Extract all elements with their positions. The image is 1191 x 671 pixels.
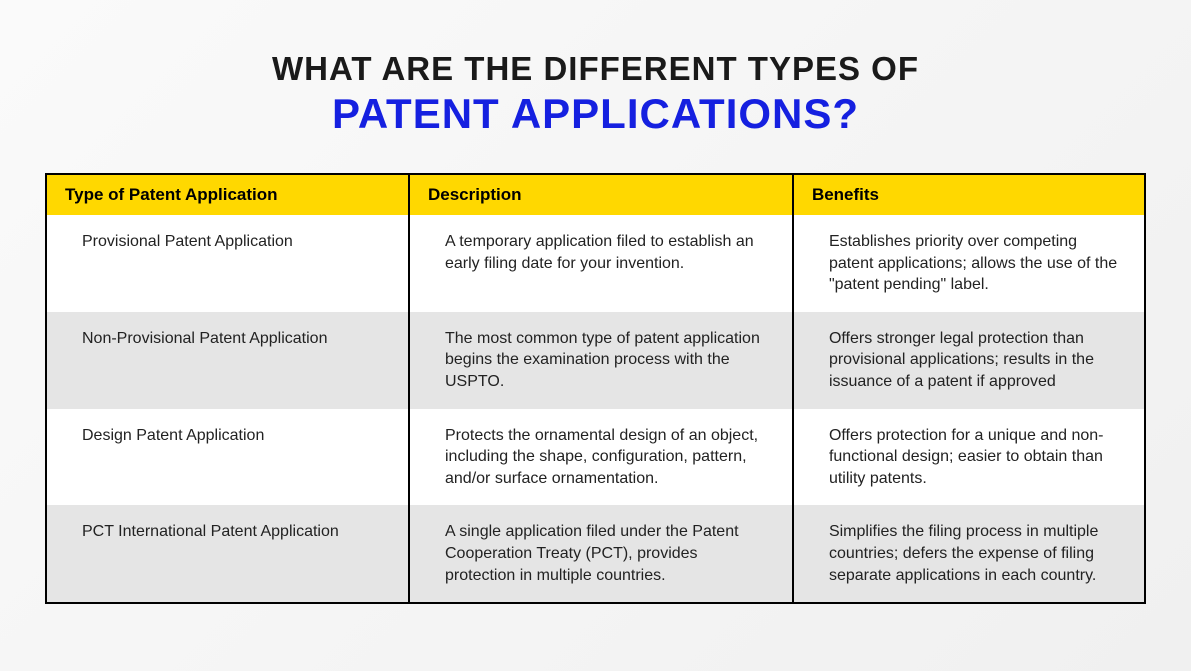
patent-types-table: Type of Patent Application Description B…	[45, 173, 1146, 604]
cell-benefits: Offers stronger legal protection than pr…	[793, 312, 1144, 409]
table-header-row: Type of Patent Application Description B…	[47, 175, 1144, 215]
cell-type: Non-Provisional Patent Application	[47, 312, 409, 409]
col-header-description: Description	[409, 175, 793, 215]
title-line2: PATENT APPLICATIONS?	[45, 90, 1146, 138]
col-header-type: Type of Patent Application	[47, 175, 409, 215]
table-row: Non-Provisional Patent Application The m…	[47, 312, 1144, 409]
cell-benefits: Offers protection for a unique and non-f…	[793, 409, 1144, 506]
cell-description: The most common type of patent applicati…	[409, 312, 793, 409]
cell-type: Provisional Patent Application	[47, 215, 409, 312]
cell-description: Protects the ornamental design of an obj…	[409, 409, 793, 506]
cell-type: Design Patent Application	[47, 409, 409, 506]
table-row: PCT International Patent Application A s…	[47, 505, 1144, 602]
title-line1: WHAT ARE THE DIFFERENT TYPES OF	[45, 50, 1146, 88]
cell-description: A single application filed under the Pat…	[409, 505, 793, 602]
cell-benefits: Simplifies the filing process in multipl…	[793, 505, 1144, 602]
title-block: WHAT ARE THE DIFFERENT TYPES OF PATENT A…	[45, 50, 1146, 138]
table-row: Provisional Patent Application A tempora…	[47, 215, 1144, 312]
cell-benefits: Establishes priority over competing pate…	[793, 215, 1144, 312]
table-row: Design Patent Application Protects the o…	[47, 409, 1144, 506]
col-header-benefits: Benefits	[793, 175, 1144, 215]
cell-type: PCT International Patent Application	[47, 505, 409, 602]
cell-description: A temporary application filed to establi…	[409, 215, 793, 312]
